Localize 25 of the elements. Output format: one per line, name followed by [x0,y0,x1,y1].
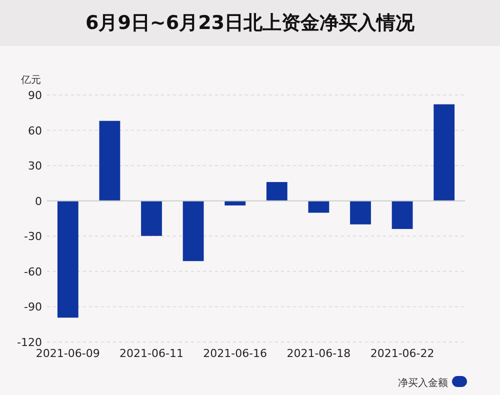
bar [392,200,413,229]
x-tick-label: 2021-06-18 [286,347,351,360]
y-tick-label: 90 [28,89,42,102]
y-tick-label: 30 [28,160,42,173]
y-tick-label: 60 [28,124,42,138]
bar [57,200,78,318]
x-tick-label: 2021-06-11 [120,347,184,360]
bar [350,200,371,224]
bar [266,182,288,201]
y-tick-label: -30 [24,230,42,244]
chart-title: 6月9日~6月23日北上资金净买入情况 [85,12,416,34]
x-tick-label: 2021-06-16 [203,347,268,360]
bar [434,104,455,201]
bar [308,200,330,213]
y-tick-label: -120 [17,336,42,349]
x-tick-label: 2021-06-22 [370,347,434,360]
legend-label: 净买入金额 [398,377,448,389]
bar [99,120,120,201]
y-tick-label: -90 [24,300,42,314]
y-axis-title: 亿元 [20,75,41,86]
bar [141,200,162,236]
bar [182,200,204,262]
y-tick-label: 0 [35,194,42,208]
y-tick-label: -60 [24,265,42,278]
x-tick-label: 2021-06-09 [36,347,100,360]
